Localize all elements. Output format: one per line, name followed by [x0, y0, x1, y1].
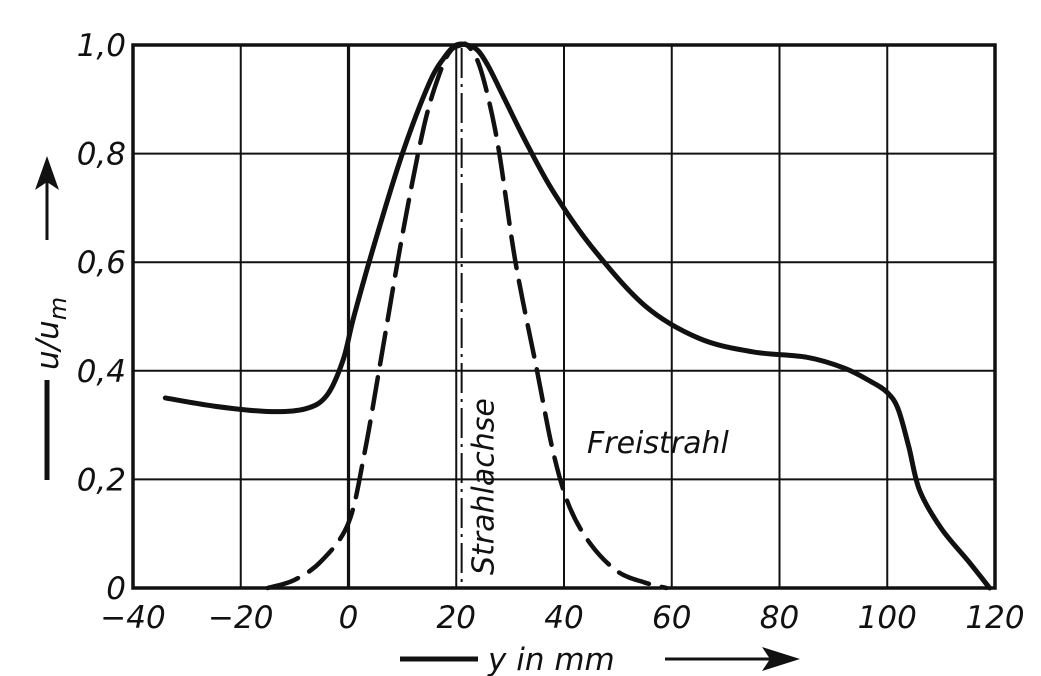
x-tick-label: 100 — [858, 600, 917, 636]
grid — [132, 44, 996, 589]
x-tick-label: 80 — [760, 600, 799, 636]
series-line-freistrahl — [265, 41, 669, 591]
series-label-freistrahl: Freistrahl — [587, 426, 730, 461]
y-tick-label: 0,6 — [77, 245, 126, 281]
y-axis-label: u/um — [30, 297, 72, 370]
y-tick-label: 0 — [106, 571, 126, 607]
x-tick-label: −20 — [208, 600, 273, 636]
x-axis-arrow-head-icon — [762, 647, 800, 671]
y-tick-label: 0,8 — [77, 137, 126, 173]
y-tick-labels: 0 0,2 0,4 0,6 0,8 1,0 — [77, 28, 126, 607]
y-axis-label-subscript: m — [44, 297, 72, 320]
y-axis-label-main: u/u — [30, 320, 66, 370]
x-tick-label: 20 — [437, 600, 476, 636]
x-tick-labels: −40 −20 0 20 40 60 80 100 120 — [100, 600, 1024, 636]
x-tick-label: 60 — [652, 600, 691, 636]
reference-line-label: Strahlachse — [467, 398, 502, 575]
x-tick-label: −40 — [100, 600, 165, 636]
y-axis-label-group: u/um — [30, 156, 72, 480]
plot-frame — [131, 43, 997, 590]
y-tick-label: 1,0 — [77, 28, 126, 64]
x-tick-label: 0 — [339, 600, 359, 636]
plot-border — [131, 43, 997, 590]
y-axis-arrow-head-icon — [35, 156, 59, 190]
x-tick-label: 40 — [544, 600, 583, 636]
y-tick-label: 0,4 — [77, 354, 126, 390]
x-tick-label: 120 — [965, 600, 1024, 636]
x-axis-label-group: y in mm — [400, 642, 800, 676]
series-line-measured — [162, 41, 993, 591]
series-group — [162, 41, 993, 591]
y-tick-label: 0,2 — [77, 462, 126, 498]
x-axis-label: y in mm — [487, 642, 615, 676]
